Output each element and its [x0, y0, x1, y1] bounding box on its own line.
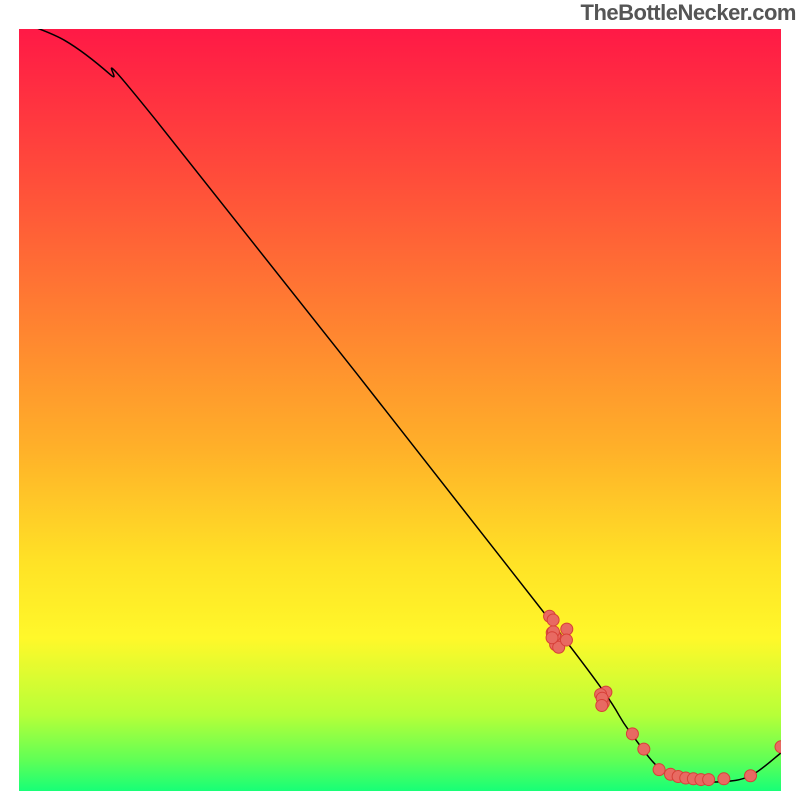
data-point [745, 770, 757, 782]
data-point [596, 699, 608, 711]
data-point [546, 632, 558, 644]
data-point [561, 623, 573, 635]
data-point [653, 764, 665, 776]
bottleneck-curve-chart [0, 0, 800, 800]
data-point [638, 743, 650, 755]
data-point [547, 614, 559, 626]
data-point [775, 741, 787, 753]
chart-container: TheBottleNecker.com [0, 0, 800, 800]
data-point [560, 634, 572, 646]
data-point [718, 773, 730, 785]
attribution-text: TheBottleNecker.com [581, 0, 796, 26]
data-point [626, 728, 638, 740]
data-point [703, 774, 715, 786]
chart-background [19, 29, 781, 791]
